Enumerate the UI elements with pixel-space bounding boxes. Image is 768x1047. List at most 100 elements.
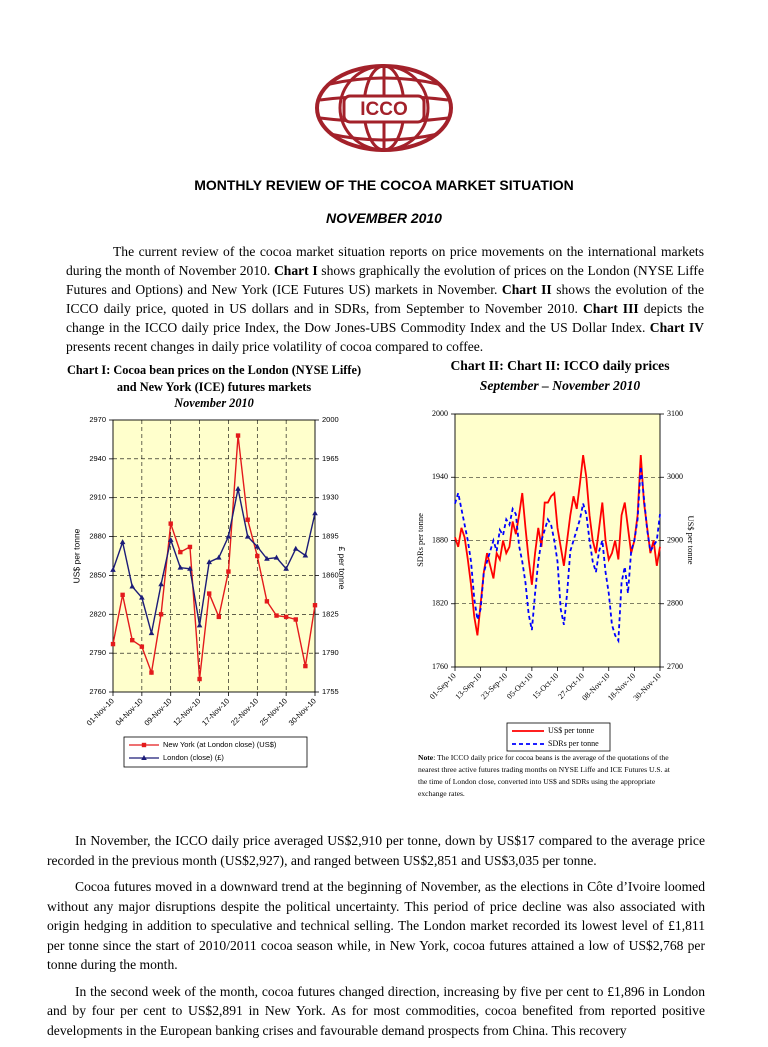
y-tick-label: 2970 [89,415,106,424]
data-point [110,566,116,572]
data-point [235,485,241,491]
data-point [273,554,280,560]
data-point [254,543,261,549]
y-tick-label: 1880 [432,535,448,544]
y2-tick-label: 1895 [322,532,339,541]
data-point [158,612,164,617]
intro-run: The current review of the cocoa market s… [66,244,704,278]
data-point [197,676,202,682]
y2-tick-label: 2800 [667,599,683,608]
plot-area [113,420,315,692]
data-point [244,533,251,539]
x-tick-label: 22-Nov-10 [229,696,260,727]
paragraph: In the second week of the month, cocoa f… [47,983,705,1038]
intro-run: shows graphically the evolution of price… [66,263,704,297]
legend-label: London (close) (£) [163,753,224,762]
y-tick-label: 2880 [89,532,106,541]
paragraph: In November, the ICCO daily price averag… [47,833,705,868]
data-point [302,552,309,558]
legend-label: New York (at London close) (US$) [163,740,277,749]
data-point [120,592,125,598]
chart-title: Chart II: Chart II: ICCO daily prices [450,358,670,373]
intro-run: presents recent changes in daily price v… [66,339,484,354]
x-tick-label: 12-Nov-10 [171,696,202,727]
y2-tick-label: 1930 [322,493,339,502]
data-point [312,603,318,608]
intro-run: depicts the change in the ICCO daily pri… [66,301,704,335]
y2-axis-label: US$ per tonne [686,515,696,564]
x-tick-label: 13-Sep-10 [453,671,483,701]
x-tick-label: 09-Nov-10 [142,696,173,727]
y-tick-label: 2910 [89,493,106,502]
y-tick-label: 2940 [89,454,106,463]
x-tick-label: 30-Nov-10 [632,671,663,702]
x-tick-label: 25-Nov-10 [258,696,289,727]
y2-tick-label: 3100 [667,409,683,418]
y-tick-label: 2850 [89,570,106,579]
data-point [139,644,145,649]
legend-marker [141,742,147,748]
title: MONTHLY REVIEW OF THE COCOA MARKET SITUA… [194,177,574,193]
data-point [187,565,193,571]
chart-subtitle: September – November 2010 [479,378,641,393]
intro-run: Chart I [273,263,318,278]
paragraph: Cocoa futures moved in a downward trend … [47,879,705,972]
data-point [177,564,184,570]
y-tick-label: 2790 [89,648,106,657]
data-point [274,613,279,618]
intro-run: Chart IV [649,320,704,335]
legend-label: US$ per tonne [548,726,595,735]
data-point [292,545,299,551]
data-point [216,554,222,560]
chart-subtitle: November 2010 [174,396,254,410]
series-line [454,454,661,636]
intro-paragraph: The current review of the cocoa market s… [66,242,704,356]
data-point [130,637,135,643]
x-tick-label: 01-Sep-10 [428,671,458,701]
y2-tick-label: 1790 [322,648,339,657]
intro-run: Chart II [501,282,552,297]
y2-tick-label: 2900 [667,535,683,544]
data-point [196,622,203,628]
x-tick-label: 04-Nov-10 [114,696,145,727]
logo-text: ICCO [360,99,408,120]
data-point [283,614,289,620]
data-point [245,517,250,522]
y2-tick-label: 3000 [667,472,683,481]
data-point [216,614,222,620]
data-point [167,536,174,542]
data-point [119,539,126,545]
x-tick-label: 05-Oct-10 [505,671,535,701]
data-point [255,553,260,559]
data-point [110,641,116,647]
data-point [206,559,212,565]
y2-tick-label: 1965 [322,454,339,463]
y2-tick-label: 2700 [667,662,683,671]
logo [315,64,453,152]
y2-tick-label: 1860 [322,570,339,579]
legend-box [123,736,308,768]
data-point [206,591,212,596]
y-tick-label: 1760 [432,662,448,671]
y2-tick-label: 2000 [322,415,339,424]
plot-frame [112,419,316,693]
data-point [178,549,183,555]
series-line [454,466,661,644]
data-point [264,555,270,561]
note-label: Note [418,753,434,762]
data-point [158,581,164,587]
legend-marker [141,755,147,760]
data-point [293,617,298,622]
data-point [303,663,308,669]
data-point [148,630,155,636]
data-point [226,569,231,574]
data-point [187,544,193,550]
y2-axis-label: £ per tonne [337,546,347,589]
intro-run: Chart III [582,301,639,316]
y2-tick-label: 1825 [322,609,339,618]
y-tick-label: 2000 [432,409,448,418]
y-tick-label: 2760 [89,687,106,696]
y-axis-label: US$ per tonne [71,528,81,583]
data-point [168,521,173,526]
note-text: : The ICCO daily price for cocoa beans i… [418,753,670,798]
